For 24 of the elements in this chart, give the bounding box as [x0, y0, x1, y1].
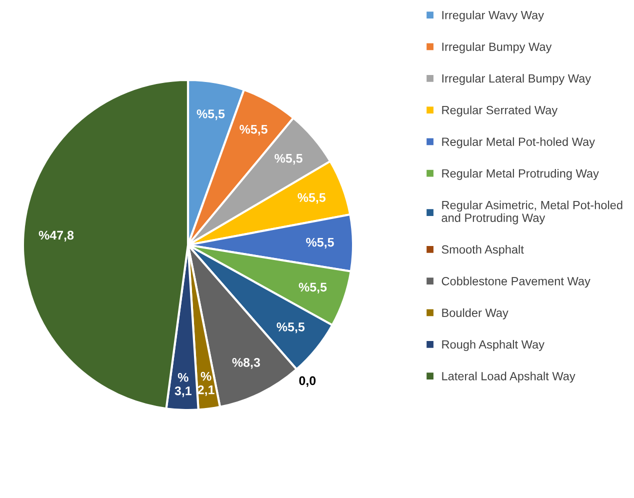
text: 0,0 [299, 376, 316, 387]
legend-label: Regular Asimetric, Metal Pot-holed and Protruding Way [442, 200, 622, 224]
legend-label: Irregular Wavy Way [442, 10, 544, 22]
data-label: %5,5 [274, 154, 302, 165]
data-label: %5,5 [298, 193, 326, 204]
data-label: %5,5 [306, 238, 334, 249]
data-label: %5,5 [298, 282, 327, 294]
legend-label: Boulder Way [442, 308, 508, 320]
data-label: %5,5 [240, 124, 268, 136]
data-label: %8,3 [232, 358, 260, 369]
legend-label: Irregular Bumpy Way [442, 42, 552, 54]
data-label: %5,5 [276, 322, 305, 334]
legend-label: Cobblestone Pavement Way [442, 276, 590, 288]
data-label: % 3,1 [174, 373, 192, 398]
data-label: %47,8 [38, 230, 74, 242]
legend-label: Lateral Load Apshalt Way [442, 372, 576, 383]
data-label: %5,5 [196, 109, 225, 120]
legend-label: Regular Metal Protruding Way [442, 168, 599, 180]
legend-label: Smooth Asphalt [442, 244, 524, 256]
legend-label: Regular Serrated Way [442, 106, 558, 117]
legend-label: Rough Asphalt Way [442, 340, 544, 351]
data-label: % 2,1 [198, 372, 214, 396]
legend-label: Irregular Lateral Bumpy Way [442, 74, 592, 85]
legend-label: Regular Metal Pot-holed Way [442, 137, 595, 148]
